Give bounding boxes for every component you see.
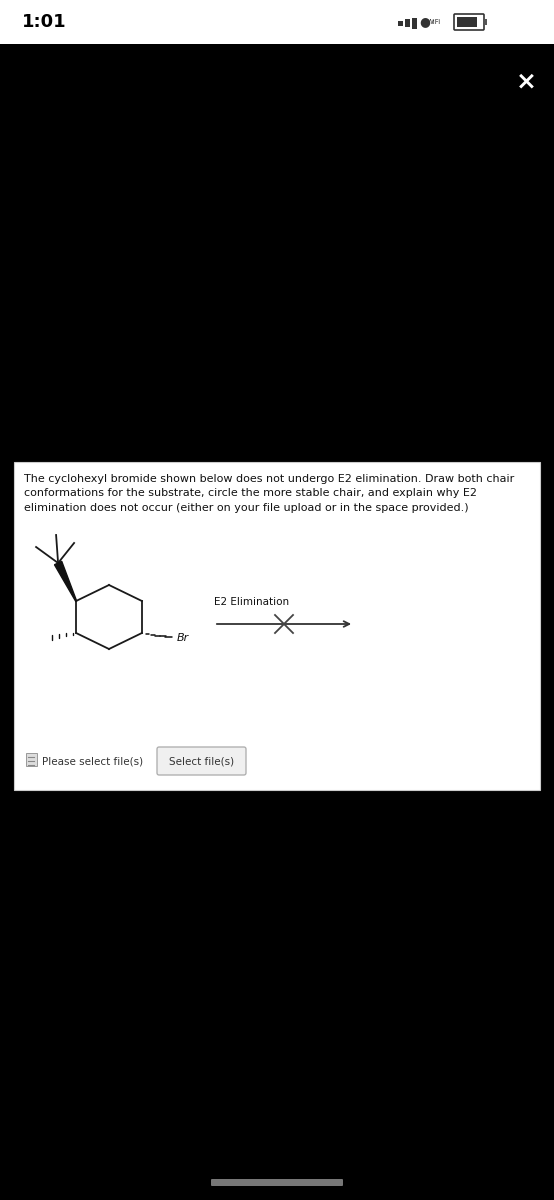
- FancyBboxPatch shape: [26, 754, 37, 766]
- Text: E2 Elimination: E2 Elimination: [214, 596, 289, 607]
- Bar: [457, 17, 477, 26]
- Text: ●: ●: [419, 16, 430, 29]
- Text: Select file(s): Select file(s): [169, 757, 234, 767]
- Bar: [405, 19, 410, 26]
- FancyBboxPatch shape: [211, 1178, 343, 1186]
- Bar: [0, 0, 554, 44]
- Text: Br: Br: [177, 634, 189, 643]
- Text: ×: ×: [516, 70, 536, 94]
- Text: 1:01: 1:01: [22, 13, 66, 31]
- Text: The cyclohexyl bromide shown below does not undergo E2 elimination. Draw both ch: The cyclohexyl bromide shown below does …: [24, 474, 514, 512]
- FancyBboxPatch shape: [157, 746, 246, 775]
- Bar: [398, 20, 403, 25]
- Bar: [412, 18, 417, 29]
- Bar: [484, 19, 487, 25]
- Text: Please select file(s): Please select file(s): [42, 757, 143, 767]
- FancyBboxPatch shape: [14, 462, 540, 790]
- Text: WiFi: WiFi: [427, 19, 441, 25]
- Polygon shape: [54, 562, 76, 601]
